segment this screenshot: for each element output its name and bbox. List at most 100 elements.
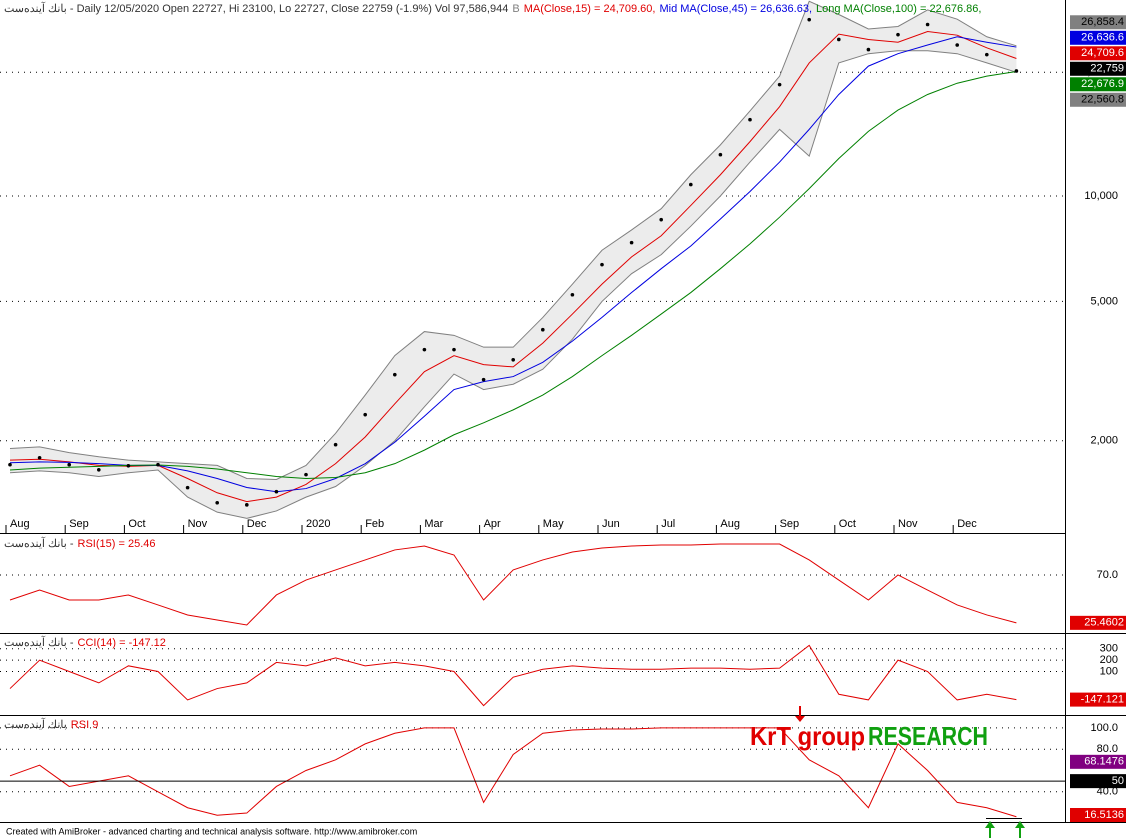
price-dot [126, 463, 131, 468]
end-label-box [1070, 77, 1126, 92]
x-tick-label: Aug [720, 518, 740, 530]
series-line [9, 644, 1017, 707]
band-fill [10, 1, 1017, 519]
end-label: 24,709.6 [1081, 47, 1124, 59]
legend-entry: B [512, 3, 519, 15]
series-line [9, 36, 1017, 493]
x-tick-label: May [543, 518, 564, 530]
series-line [9, 50, 1017, 519]
y-tick-label: 100 [1100, 665, 1118, 677]
y-tick-label: 2,000 [1090, 435, 1118, 447]
annotation: KrT group [750, 721, 865, 751]
end-label: 26,636.6 [1081, 32, 1124, 44]
end-label: 50 [1112, 775, 1124, 787]
end-label-box [1070, 15, 1126, 30]
x-tick-label: Oct [128, 518, 145, 530]
title-text: بانك آینده‌ست - [4, 636, 74, 649]
end-label: -147.121 [1081, 694, 1124, 706]
legend-entry: RSI(15) = 25.46 [78, 538, 156, 550]
y-tick-label: 80.0 [1097, 743, 1118, 755]
price-dot [156, 462, 160, 467]
y-tick-label: 300 [1100, 643, 1118, 655]
legend-entry: CCI(14) = -147.12 [78, 637, 166, 649]
price-dot [274, 489, 279, 494]
end-label-box [1070, 30, 1126, 45]
price-dot [363, 412, 368, 417]
x-tick-label: Nov [188, 518, 208, 530]
price-dot [748, 117, 752, 122]
y-tick-label: 70.0 [1097, 569, 1118, 581]
x-tick-label: Jul [661, 518, 675, 530]
price-dot [245, 503, 249, 507]
x-tick-label: 2020 [306, 518, 330, 530]
price-dot [896, 32, 900, 37]
price-dot [689, 182, 693, 187]
end-label: 22,560.8 [1081, 94, 1124, 106]
panel [0, 543, 1065, 626]
y-tick-label: 200 [1100, 654, 1118, 666]
end-label: 16.5136 [1084, 809, 1124, 821]
arrows [795, 706, 1025, 838]
price-dot [67, 462, 71, 467]
end-label: 22,759 [1090, 63, 1124, 75]
price-dot [393, 372, 397, 377]
end-label-box [1070, 92, 1126, 107]
end-label: 26,858.4 [1081, 16, 1124, 28]
title-text: بانك آینده‌ست - [4, 537, 74, 550]
price-dot [215, 500, 219, 505]
price-dot [541, 327, 545, 332]
panel-title: بانك آینده‌ست RSI 9 [4, 718, 98, 731]
panel-title: بانك آینده‌ست - RSI(15) = 25.46 [4, 537, 156, 550]
price-dot [511, 357, 515, 362]
annotation: RESEARCH [868, 721, 988, 751]
end-label: 68.1476 [1084, 756, 1124, 768]
price-dot [8, 462, 12, 467]
price-dot [866, 47, 871, 52]
end-label: 22,676.9 [1081, 78, 1124, 90]
end-label-box [1070, 692, 1126, 707]
panel-title: بانك آینده‌ست - Daily 12/05/2020 Open 22… [4, 2, 981, 15]
legend-entry: Mid MA(Close,45) = 26,636.63, [659, 3, 812, 15]
series-line [9, 71, 1017, 479]
panel [0, 644, 1065, 707]
price-dot [570, 292, 575, 297]
end-label-box [1070, 615, 1126, 630]
x-tick-label: Mar [424, 518, 443, 530]
panel-title: بانك آینده‌ست - CCI(14) = -147.12 [4, 636, 166, 649]
price-dot [185, 485, 190, 490]
price-dot [629, 240, 634, 245]
y-tick-label: 10,000 [1084, 190, 1118, 202]
x-tick-label: Apr [484, 518, 501, 530]
price-dot [955, 43, 959, 47]
price-dot [659, 217, 663, 222]
series-line [9, 727, 1017, 818]
end-label-box [1070, 754, 1126, 769]
price-dot [37, 455, 42, 460]
price-dot [304, 472, 308, 477]
price-dot [777, 82, 782, 87]
x-tick-label: Feb [365, 518, 384, 530]
x-tick-label: Sep [69, 518, 89, 530]
y-tick-label: 40.0 [1097, 786, 1118, 798]
x-tick-label: Dec [957, 518, 977, 530]
price-dot [333, 442, 338, 447]
price-dot [481, 377, 486, 382]
end-label-box [1070, 774, 1126, 789]
y-tick-label: 100.0 [1090, 722, 1118, 734]
legend-entry: Long MA(Close,100) = 22,676.86, [816, 3, 981, 15]
footer: Created with AmiBroker - advanced charti… [6, 826, 417, 836]
x-tick-label: Nov [898, 518, 918, 530]
series-line [9, 543, 1017, 626]
y-tick-label: 5,000 [1090, 295, 1118, 307]
series-line [9, 31, 1017, 503]
end-label: 25.4602 [1084, 617, 1124, 629]
price-dot [422, 347, 427, 352]
panel [0, 0, 1065, 519]
title-text: بانك آینده‌ست - Daily 12/05/2020 Open 22… [4, 2, 508, 15]
panel [0, 727, 1065, 818]
x-tick-label: Dec [247, 518, 267, 530]
price-dot [718, 152, 723, 157]
price-dot [600, 262, 604, 267]
